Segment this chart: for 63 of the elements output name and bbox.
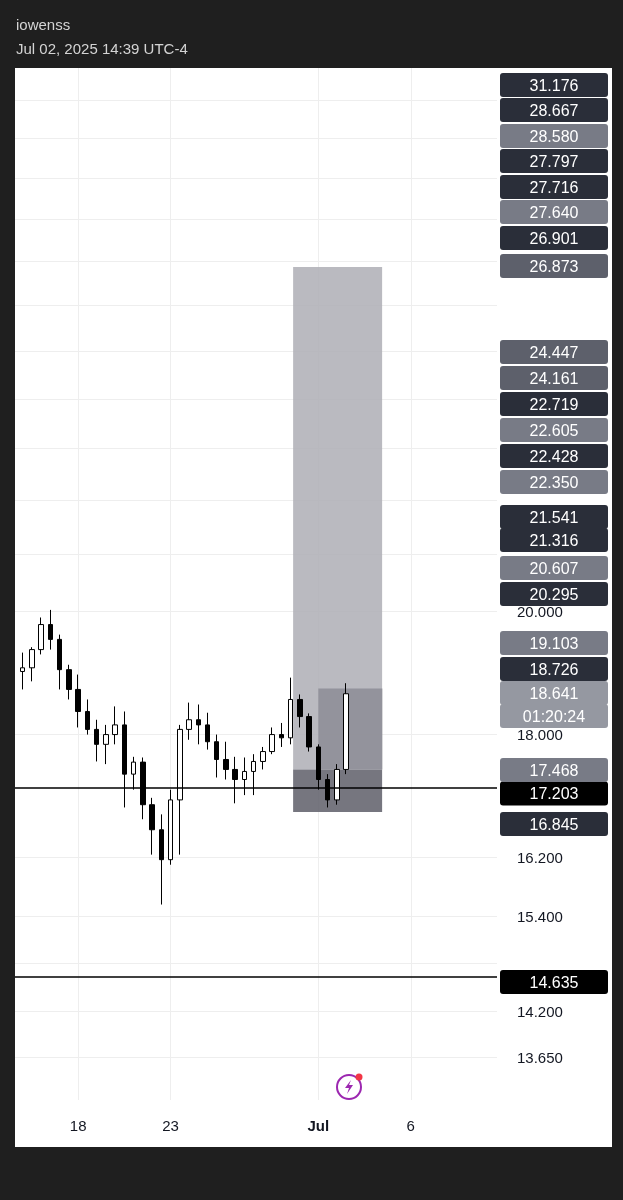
- candlestick: [214, 734, 219, 778]
- y-tick-label: 13.650: [517, 1048, 563, 1066]
- candlestick: [186, 702, 192, 741]
- candlestick: [343, 682, 349, 775]
- candlestick: [94, 719, 99, 762]
- x-tick-label: 6: [406, 1117, 415, 1134]
- candlestick: [85, 698, 90, 736]
- text: 22.605: [529, 421, 579, 439]
- candlestick: [205, 712, 210, 751]
- chart-subtitle: Jul 02, 2025 14:39 UTC-4: [16, 40, 188, 57]
- text: 21.316: [529, 531, 579, 549]
- x-tick-label: 18: [69, 1117, 87, 1134]
- y-tick-label: 16.200: [517, 849, 563, 867]
- y-tick-label: 18.000: [517, 726, 563, 744]
- candlestick: [297, 693, 303, 728]
- candlestick: [279, 722, 284, 748]
- candlestick: [159, 813, 164, 906]
- candlestick: [306, 712, 312, 753]
- text: 18.726: [529, 660, 579, 678]
- candlestick: [38, 616, 44, 655]
- text: 21.541: [529, 508, 579, 526]
- y-tick-label: 15.400: [517, 908, 563, 926]
- text: 28.580: [529, 127, 579, 145]
- candlestick: [48, 609, 53, 651]
- text: 26.901: [529, 229, 579, 247]
- text: 17.468: [529, 761, 579, 779]
- text: 20.295: [529, 585, 579, 603]
- text: 22.428: [529, 447, 579, 465]
- text: 18.641: [529, 684, 579, 702]
- ref-line-label: 14.635: [529, 973, 579, 991]
- text: 01:20:24: [522, 707, 586, 725]
- candlestick: [29, 646, 35, 682]
- candlestick: [288, 677, 293, 745]
- candlestick: [57, 634, 62, 690]
- text: 31.176: [529, 76, 579, 94]
- text: 24.161: [529, 369, 579, 387]
- ref-line-label: 17.203: [529, 784, 579, 802]
- candlestick: [20, 652, 25, 690]
- text: 19.103: [529, 634, 579, 652]
- candlestick: [223, 741, 229, 781]
- y-tick-label: 14.200: [517, 1002, 563, 1020]
- candlestick: [269, 726, 275, 755]
- text: 16.845: [529, 815, 579, 833]
- text: 22.719: [529, 395, 579, 413]
- candlestick: [112, 705, 118, 745]
- candlestick: [260, 746, 266, 770]
- text: 20.607: [529, 559, 579, 577]
- text: 27.716: [529, 178, 579, 196]
- text: 28.667: [529, 101, 579, 119]
- y-tick-label: 20.000: [517, 603, 563, 621]
- text: 27.797: [529, 152, 579, 170]
- candlestick: [103, 724, 109, 765]
- text: 24.447: [529, 343, 579, 361]
- candlestick: [149, 797, 155, 856]
- text: 26.873: [529, 257, 579, 275]
- candlestick: [196, 704, 201, 745]
- text: 22.350: [529, 473, 579, 491]
- chart-title: iowenss: [16, 16, 71, 33]
- x-tick-label: 23: [162, 1117, 179, 1134]
- candlestick: [66, 664, 72, 700]
- x-tick-label: Jul: [307, 1117, 330, 1134]
- candlestick: [75, 674, 81, 728]
- text: 27.640: [529, 203, 579, 221]
